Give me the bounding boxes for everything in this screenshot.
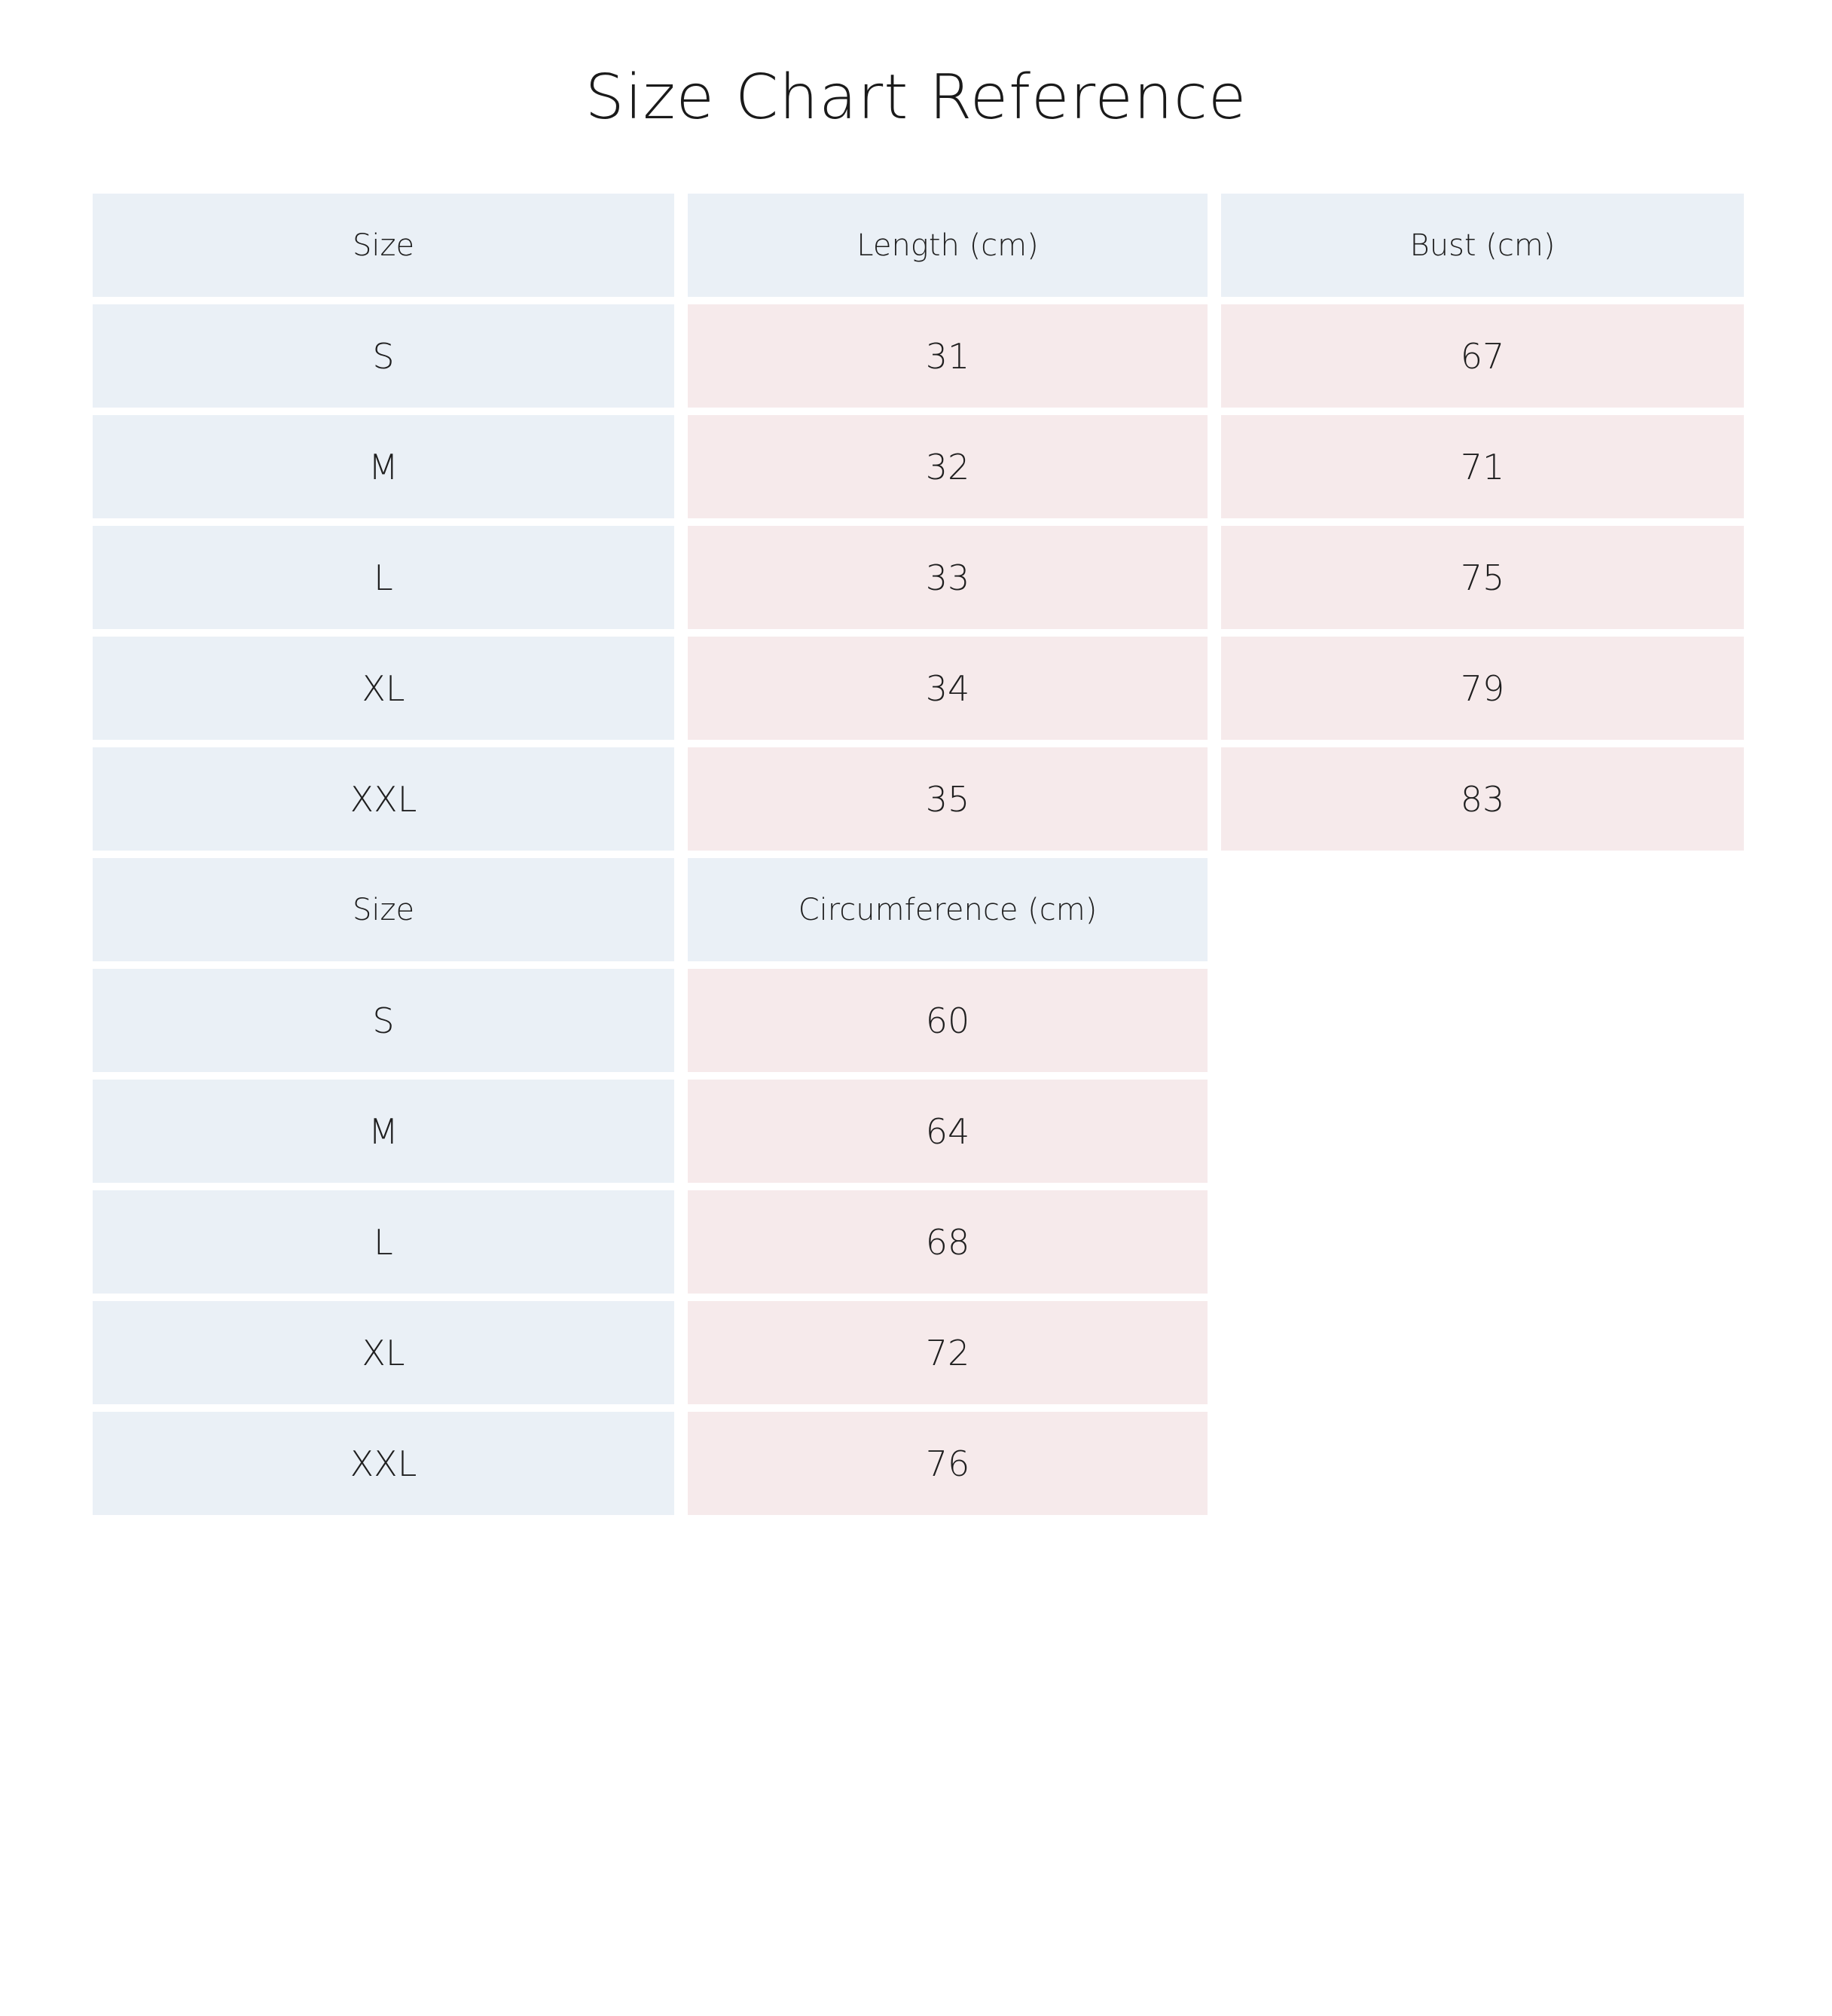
table1-row-size: XXL: [93, 747, 674, 851]
table2-row-circumference: 68: [688, 1190, 1208, 1294]
table2-row-size: XL: [93, 1301, 674, 1404]
table1-row-length: 34: [688, 637, 1208, 740]
table1-row-bust: 71: [1221, 415, 1744, 518]
table2-row-circumference: 72: [688, 1301, 1208, 1404]
table2-row-size: XXL: [93, 1412, 674, 1515]
table1-row-length: 35: [688, 747, 1208, 851]
table1-header-bust: Bust (cm): [1221, 194, 1744, 297]
table1-row-length: 33: [688, 526, 1208, 629]
table2-row-circumference: 60: [688, 969, 1208, 1072]
table1-row-size: M: [93, 415, 674, 518]
table1-row-length: 31: [688, 304, 1208, 408]
table1-row-bust: 67: [1221, 304, 1744, 408]
table2-header-circumference: Circumference (cm): [688, 858, 1208, 961]
empty-cell: [1221, 858, 1744, 961]
table1-row-bust: 79: [1221, 637, 1744, 740]
table2-row-circumference: 76: [688, 1412, 1208, 1515]
table1-header-length: Length (cm): [688, 194, 1208, 297]
table1-row-size: S: [93, 304, 674, 408]
empty-cell: [1221, 1080, 1744, 1183]
empty-cell: [1221, 1301, 1744, 1404]
table1-row-bust: 75: [1221, 526, 1744, 629]
table1-row-size: XL: [93, 637, 674, 740]
page-title: Size Chart Reference: [585, 62, 1247, 133]
table2-row-size: L: [93, 1190, 674, 1294]
size-chart-grid: Size Length (cm) Bust (cm) S 31 67 M 32 …: [93, 194, 1744, 1515]
table1-row-size: L: [93, 526, 674, 629]
table2-row-size: M: [93, 1080, 674, 1183]
table1-header-size: Size: [93, 194, 674, 297]
table2-row-size: S: [93, 969, 674, 1072]
empty-cell: [1221, 1190, 1744, 1294]
empty-cell: [1221, 1412, 1744, 1515]
table1-row-length: 32: [688, 415, 1208, 518]
empty-cell: [1221, 969, 1744, 1072]
table1-row-bust: 83: [1221, 747, 1744, 851]
table2-header-size: Size: [93, 858, 674, 961]
table2-row-circumference: 64: [688, 1080, 1208, 1183]
